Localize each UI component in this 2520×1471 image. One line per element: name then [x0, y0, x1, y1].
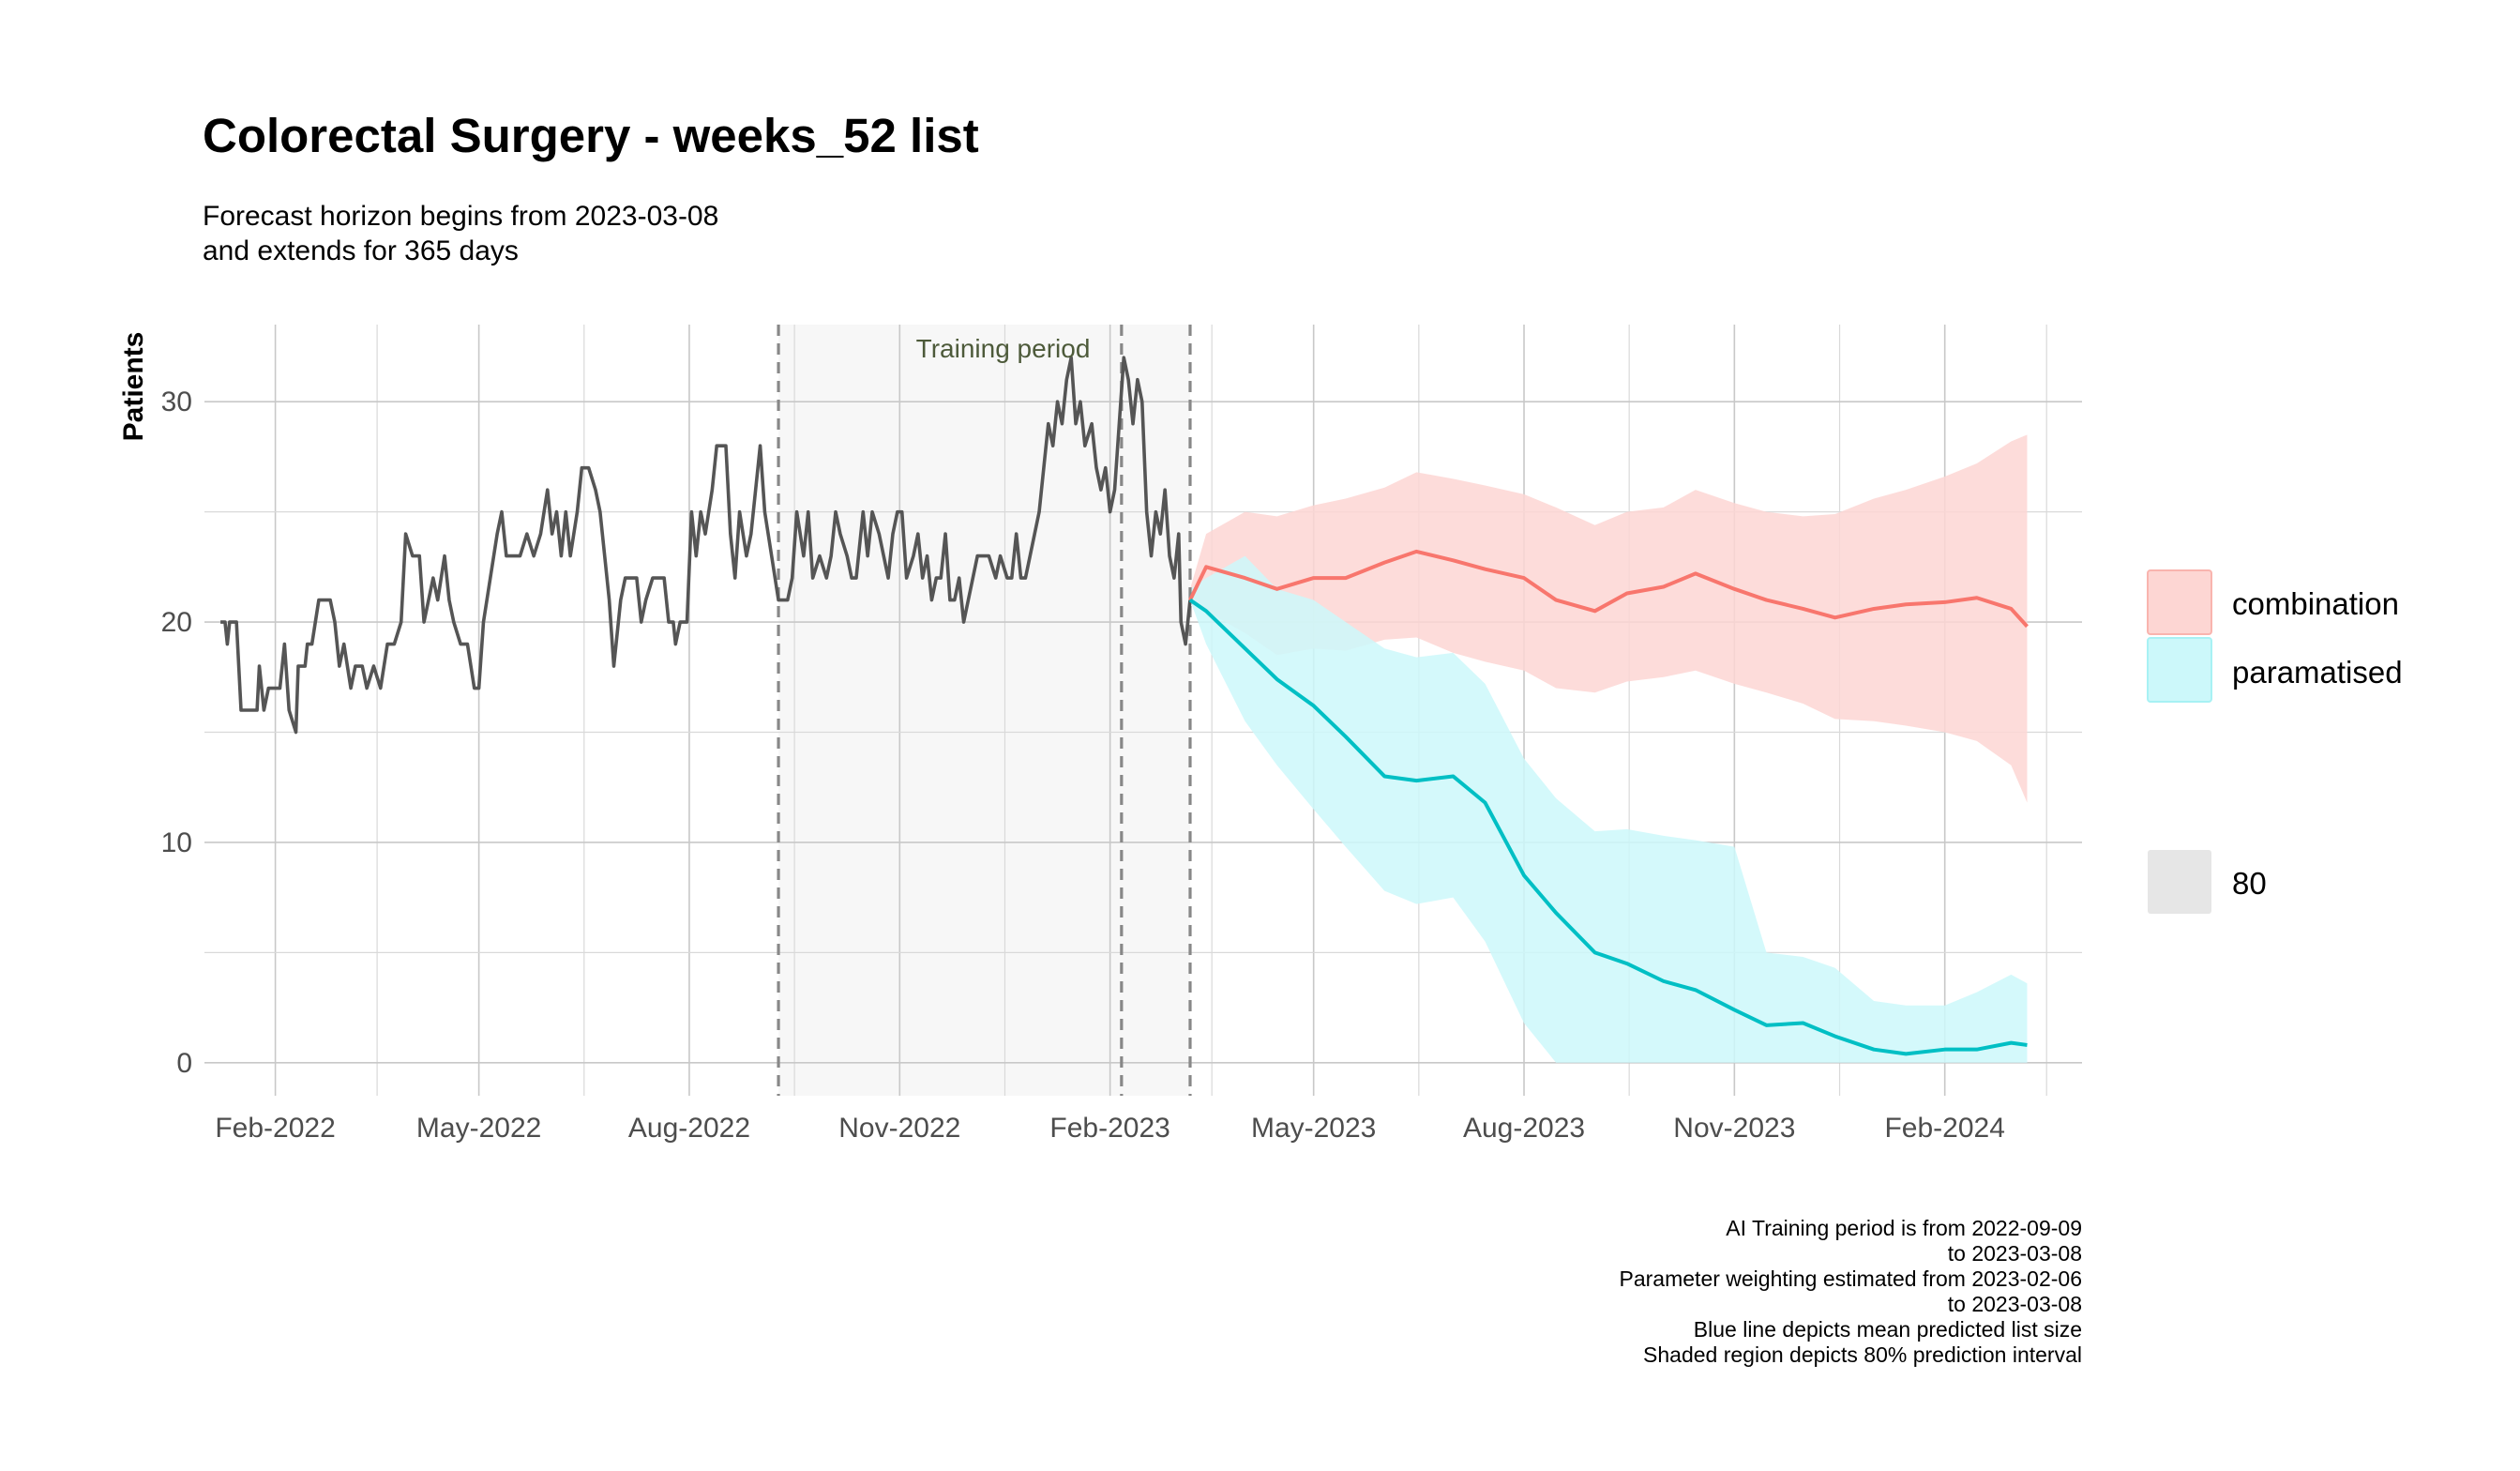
combination-prediction-band [1189, 434, 2028, 803]
x-tick-label: Feb-2022 [215, 1113, 335, 1144]
x-tick-label: Nov-2023 [1673, 1113, 1795, 1144]
legend-swatch-interval [2148, 850, 2211, 914]
x-axis-ticks: Feb-2022 May-2022 Aug-2022 Nov-2022 Feb-2023… [215, 1113, 2005, 1144]
x-tick-label: Aug-2022 [628, 1113, 750, 1144]
y-axis-label: Patients [118, 332, 149, 442]
observed-line [220, 356, 1192, 735]
y-tick-label: 0 [176, 1048, 192, 1079]
x-tick-label: Nov-2022 [838, 1113, 960, 1144]
y-tick-label: 10 [161, 827, 192, 858]
caption-line-4: to 2023-03-08 [1948, 1292, 2082, 1316]
legend-swatch-paramatised [2147, 637, 2212, 703]
y-axis-ticks: 0 10 20 30 [161, 387, 192, 1079]
series-lines [220, 356, 2029, 1056]
training-period-label: Training period [916, 334, 1091, 363]
caption-line-5: Blue line depicts mean predicted list si… [1694, 1317, 2082, 1342]
combination-mean-line [1188, 549, 2029, 629]
x-tick-label: Feb-2023 [1049, 1113, 1169, 1144]
chart-subtitle-line-1: Forecast horizon begins from 2023-03-08 [203, 201, 718, 232]
x-tick-label: Aug-2023 [1463, 1113, 1585, 1144]
paramatised-prediction-band [1189, 555, 2028, 1063]
x-tick-label: Feb-2024 [1884, 1113, 2004, 1144]
chart-subtitle-line-2: and extends for 365 days [203, 235, 519, 266]
caption-line-1: AI Training period is from 2022-09-09 [1726, 1216, 2082, 1240]
caption: AI Training period is from 2022-09-09 to… [1620, 1216, 2082, 1367]
vertical-reference-lines [777, 325, 1192, 1096]
grid-lines [204, 325, 2082, 1096]
legend: combination paramatised 80 [2147, 569, 2403, 914]
training-period-shade [778, 325, 1190, 1096]
y-tick-label: 30 [161, 387, 192, 417]
prediction-bands [1189, 434, 2028, 1063]
caption-line-3: Parameter weighting estimated from 2023-… [1620, 1266, 2082, 1291]
x-tick-label: May-2022 [416, 1113, 541, 1144]
paramatised-mean-line [1188, 598, 2028, 1056]
chart-title: Colorectal Surgery - weeks_52 list [203, 109, 979, 162]
caption-line-6: Shaded region depicts 80% prediction int… [1643, 1342, 2082, 1367]
x-tick-label: May-2023 [1251, 1113, 1376, 1144]
plot-area: Training period [204, 325, 2082, 1096]
legend-swatch-combination [2147, 569, 2212, 635]
caption-line-2: to 2023-03-08 [1948, 1241, 2082, 1266]
legend-label-combination: combination [2232, 586, 2399, 621]
legend-label-paramatised: paramatised [2232, 655, 2403, 690]
legend-label-interval: 80 [2232, 866, 2267, 901]
y-tick-label: 20 [161, 607, 192, 638]
